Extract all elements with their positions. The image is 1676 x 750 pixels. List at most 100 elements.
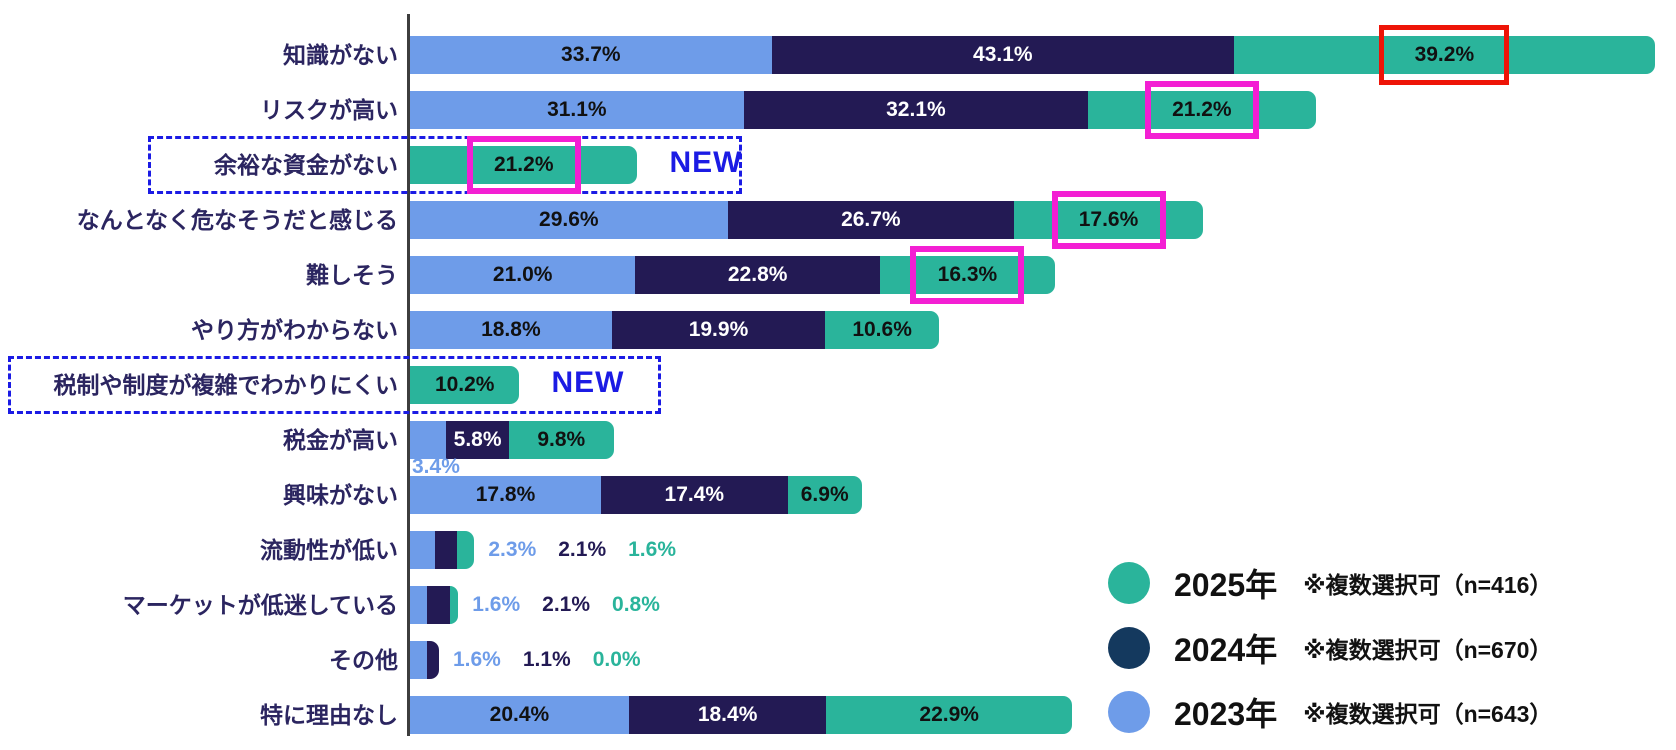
bar-segment-2025: 17.6% bbox=[1014, 201, 1203, 239]
bar-segment-2024 bbox=[434, 531, 458, 569]
bar-row: 20.4% 18.4% 22.9% bbox=[410, 696, 1073, 734]
bar-segment-2025: 6.9% bbox=[787, 476, 862, 514]
category-label: 余裕な資金がない bbox=[214, 152, 398, 178]
bar-segment-2024: 32.1% bbox=[743, 91, 1089, 129]
bar-row bbox=[410, 586, 459, 624]
value-label: 2.1% bbox=[542, 593, 591, 616]
value-label: 16.3% bbox=[937, 263, 998, 286]
bar-segment-2023: 17.8% bbox=[410, 476, 601, 514]
value-label-group: 1.6% 2.1% 0.8% bbox=[472, 586, 660, 624]
value-label: 32.1% bbox=[886, 98, 946, 121]
value-highlight-box bbox=[466, 136, 581, 194]
value-label: 10.6% bbox=[852, 318, 912, 341]
bar-segment-2025: 22.9% bbox=[826, 696, 1073, 734]
bar-segment-2025: 10.2% bbox=[410, 366, 520, 404]
bar-segment-2025: 21.2% bbox=[410, 146, 638, 184]
bar-segment-2023: 20.4% bbox=[410, 696, 629, 734]
bar-segment-2025 bbox=[457, 531, 475, 569]
bar-segment-2024: 22.8% bbox=[635, 256, 880, 294]
category-label: 知識がない bbox=[283, 42, 398, 68]
value-label: 5.8% bbox=[453, 428, 502, 451]
value-label: 21.0% bbox=[492, 263, 553, 286]
value-label: 26.7% bbox=[841, 208, 901, 231]
value-label: 39.2% bbox=[1414, 43, 1475, 66]
new-badge: NEW bbox=[669, 146, 743, 179]
value-label: 20.4% bbox=[489, 703, 550, 726]
bar-segment-2024: 26.7% bbox=[727, 201, 1015, 239]
value-highlight-box bbox=[1379, 25, 1510, 85]
category-label: 流動性が低い bbox=[260, 537, 398, 563]
bar-segment-2024: 17.4% bbox=[600, 476, 788, 514]
bar-segment-2023 bbox=[410, 586, 428, 624]
bar-segment-2025: 16.3% bbox=[879, 256, 1055, 294]
value-label: 1.6% bbox=[452, 648, 501, 671]
value-label: 2.3% bbox=[488, 538, 537, 561]
bar-row: 17.8% 17.4% 6.9% bbox=[410, 476, 862, 514]
value-label: 1.1% bbox=[522, 648, 571, 671]
legend-color-dot bbox=[1108, 627, 1150, 669]
bar-row: 5.8% 9.8% bbox=[410, 421, 614, 459]
legend-note-label: ※複数選択可（n=416） bbox=[1303, 572, 1553, 598]
bar-segment-2023: 29.6% bbox=[410, 201, 728, 239]
bar-row: 21.2% bbox=[410, 146, 638, 184]
bar-segment-2024 bbox=[427, 586, 450, 624]
value-highlight-box bbox=[1144, 81, 1259, 139]
value-label: 3.4% bbox=[412, 455, 460, 478]
axis-line bbox=[407, 14, 410, 736]
bar-row: 18.8% 19.9% 10.6% bbox=[410, 311, 939, 349]
bar-segment-2024 bbox=[427, 641, 439, 679]
bar-row: 33.7% 43.1% 39.2% bbox=[410, 36, 1655, 74]
bar-row: 29.6% 26.7% 17.6% bbox=[410, 201, 1203, 239]
value-highlight-box bbox=[1051, 191, 1166, 249]
legend-item-2023: 2023年 ※複数選択可（n=643） bbox=[1108, 690, 1552, 734]
bar-segment-2025: 9.8% bbox=[508, 421, 614, 459]
category-label: 興味がない bbox=[283, 482, 398, 508]
category-label: 特に理由なし bbox=[260, 702, 398, 728]
bar-segment-2023: 21.0% bbox=[410, 256, 636, 294]
value-label: 1.6% bbox=[472, 593, 521, 616]
category-label: 難しそう bbox=[306, 262, 398, 288]
value-label: 0.8% bbox=[612, 593, 660, 616]
value-label: 22.9% bbox=[919, 703, 979, 726]
bar-segment-2024: 5.8% bbox=[446, 421, 509, 459]
bar-row: 10.2% bbox=[410, 366, 520, 404]
legend-note-label: ※複数選択可（n=643） bbox=[1303, 701, 1553, 727]
value-label: 1.6% bbox=[628, 538, 676, 561]
bar-segment-2023 bbox=[410, 531, 435, 569]
bar-segment-2025 bbox=[449, 586, 459, 624]
legend-year-label: 2025年 bbox=[1174, 567, 1278, 603]
value-label: 21.2% bbox=[493, 153, 554, 176]
bar-segment-2024: 19.9% bbox=[611, 311, 826, 349]
value-label: 43.1% bbox=[973, 43, 1033, 66]
bar-segment-2023: 33.7% bbox=[410, 36, 772, 74]
bar-segment-2024: 18.4% bbox=[628, 696, 827, 734]
value-label: 29.6% bbox=[539, 208, 599, 231]
value-label: 22.8% bbox=[727, 263, 788, 286]
bar-segment-2023 bbox=[410, 641, 428, 679]
category-label: その他 bbox=[329, 647, 398, 673]
value-label: 17.6% bbox=[1078, 208, 1139, 231]
value-label: 19.9% bbox=[688, 318, 749, 341]
value-label: 17.8% bbox=[475, 483, 536, 506]
bar-segment-2025: 21.2% bbox=[1088, 91, 1316, 129]
new-highlight-box bbox=[8, 356, 661, 414]
value-label: 31.1% bbox=[547, 98, 607, 121]
value-label: 10.2% bbox=[434, 373, 495, 396]
value-label: 17.4% bbox=[664, 483, 725, 506]
bar-segment-2025: 39.2% bbox=[1234, 36, 1655, 74]
category-label: 税金が高い bbox=[283, 427, 398, 453]
bar-row: 31.1% 32.1% 21.2% bbox=[410, 91, 1316, 129]
value-label-group: 2.3% 2.1% 1.6% bbox=[488, 531, 676, 569]
bar-segment-2024: 43.1% bbox=[771, 36, 1235, 74]
value-label: 6.9% bbox=[800, 483, 849, 506]
legend-note-label: ※複数選択可（n=670） bbox=[1303, 637, 1553, 663]
legend-item-2025: 2025年 ※複数選択可（n=416） bbox=[1108, 561, 1552, 605]
bar-segment-2023: 31.1% bbox=[410, 91, 744, 129]
value-label: 21.2% bbox=[1172, 98, 1232, 121]
bar-segment-2023 bbox=[410, 421, 447, 459]
value-label: 9.8% bbox=[537, 428, 586, 451]
bar-segment-2023: 18.8% bbox=[410, 311, 612, 349]
value-label: 18.4% bbox=[697, 703, 758, 726]
legend-year-label: 2024年 bbox=[1174, 632, 1278, 668]
bar-row bbox=[410, 531, 475, 569]
